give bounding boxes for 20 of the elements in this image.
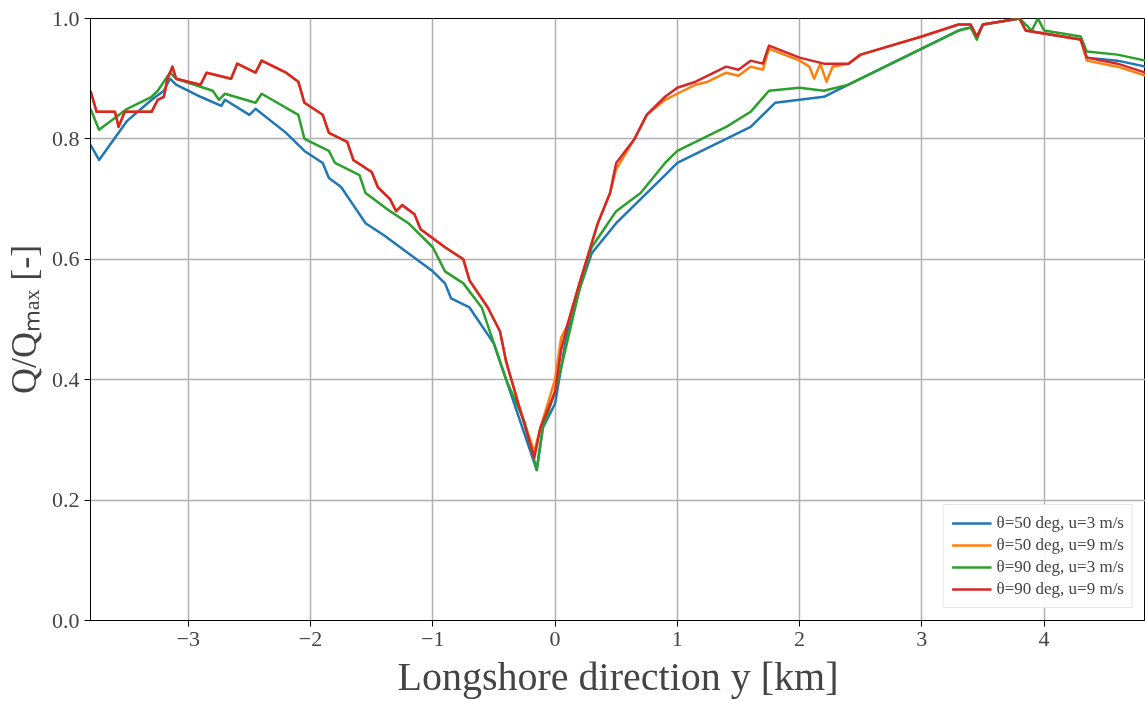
legend-label: θ=90 deg, u=9 m/s (996, 579, 1124, 599)
y-tick-label: 0.0 (52, 607, 80, 633)
x-tick-label: −3 (176, 625, 201, 651)
legend-label: θ=90 deg, u=3 m/s (996, 557, 1124, 577)
x-tick-label: 2 (794, 625, 806, 651)
y-tick-label: 0.2 (52, 487, 80, 513)
x-tick-label: 3 (916, 625, 928, 651)
x-tick-label: −1 (421, 625, 445, 651)
x-tick-label: 1 (671, 625, 683, 651)
y-tick-label: 1.0 (52, 5, 80, 31)
x-tick-label: 0 (549, 625, 561, 651)
x-tick-label: 4 (1038, 625, 1050, 651)
y-tick-label: 0.6 (52, 246, 80, 272)
y-axis-title: Q/Qₘₐₓ [-] (4, 244, 44, 395)
x-axis-title: Longshore direction y [km] (397, 653, 839, 699)
legend-label: θ=50 deg, u=9 m/s (996, 535, 1124, 555)
x-tick-label: −2 (298, 625, 323, 651)
legend-label: θ=50 deg, u=3 m/s (996, 513, 1124, 533)
y-tick-label: 0.8 (52, 125, 80, 151)
y-tick-label: 0.4 (52, 366, 80, 392)
